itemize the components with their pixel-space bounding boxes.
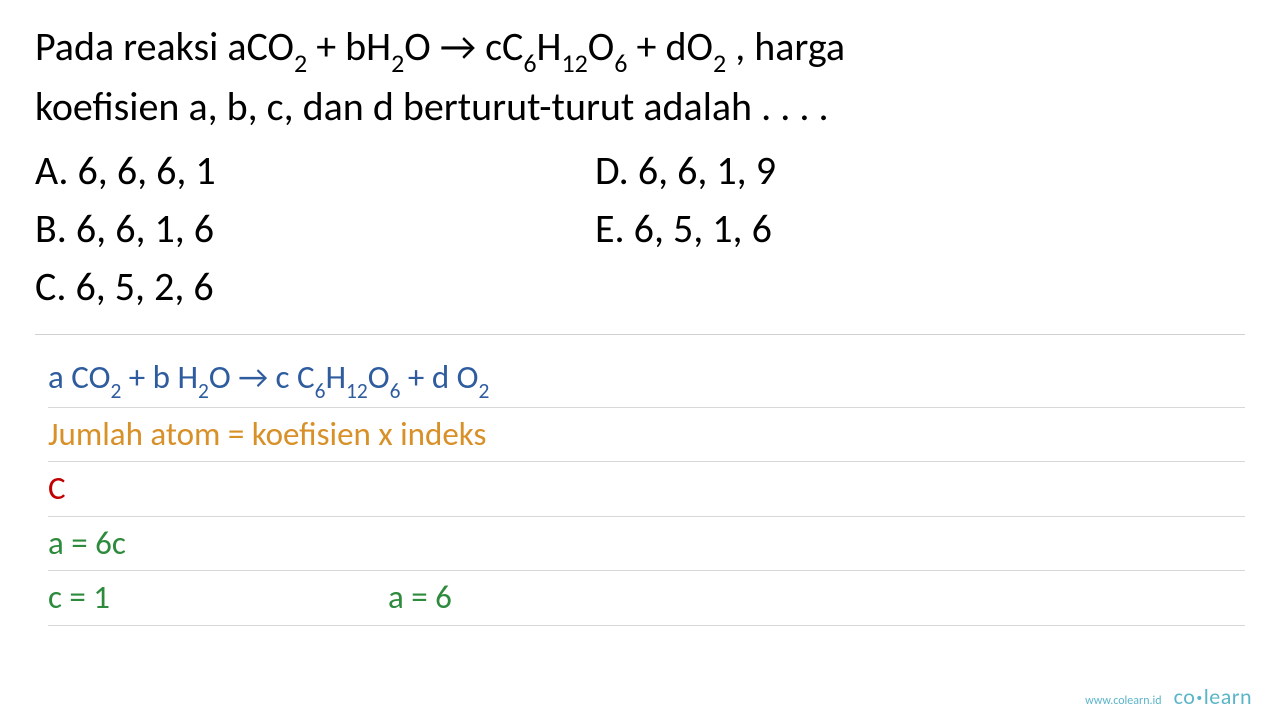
work-section: a CO2 + b H2O → c C6H12O6 + d O2 Jumlah … [0,335,1280,626]
sub-o6: 6 [614,47,627,79]
option-b: B. 6, 6, 1, 6 [35,200,595,258]
sub-h12: 12 [561,47,587,79]
eq-text: + d O [400,357,478,397]
q-text: H [537,22,562,71]
sub-h2: 2 [198,378,209,404]
options-left-col: A. 6, 6, 6, 1 B. 6, 6, 1, 6 C. 6, 5, 2, … [35,142,595,316]
sub-h2: 2 [391,47,404,79]
footer-logo: co·learn [1174,683,1252,710]
options-block: A. 6, 6, 6, 1 B. 6, 6, 1, 6 C. 6, 5, 2, … [35,142,1245,316]
question-block: Pada reaksi aCO2 + bH2O → cC6H12O6 + dO2… [0,0,1280,316]
work-step-1: a = 6c [48,517,1245,572]
sub-co2: 2 [294,47,307,79]
q-text: + dO [627,22,713,71]
eq-text: a CO [48,357,110,397]
question-line-1: Pada reaksi aCO2 + bH2O → cC6H12O6 + dO2… [35,20,1245,78]
option-d: D. 6, 6, 1, 9 [595,142,776,200]
option-e: E. 6, 5, 1, 6 [595,200,776,258]
work-step-2a: c = 1 [48,573,388,623]
q-text: + bH [307,22,391,71]
q-text: Pada reaksi aCO [35,22,294,71]
q-text: , harga [726,22,845,71]
logo-co: co [1174,683,1196,710]
work-element: C [48,462,1245,517]
eq-text: O → c C [209,357,315,397]
footer: www.colearn.id co·learn [1085,683,1252,710]
sub-h12: 12 [346,378,368,404]
option-a: A. 6, 6, 6, 1 [35,142,595,200]
work-step-2: c = 1 a = 6 [48,571,1245,626]
sub-o2: 2 [713,47,726,79]
work-rule: Jumlah atom = koefisien x indeks [48,408,1245,463]
eq-text: O [368,357,390,397]
q-text: O [588,22,614,71]
sub-co2: 2 [110,378,121,404]
logo-learn: learn [1204,683,1252,710]
footer-url: www.colearn.id [1085,694,1161,708]
sub-o6: 6 [390,378,401,404]
options-right-col: D. 6, 6, 1, 9 E. 6, 5, 1, 6 [595,142,776,316]
sub-o2: 2 [478,378,489,404]
work-equation: a CO2 + b H2O → c C6H12O6 + d O2 [48,351,1245,408]
q-text: O → cC [404,22,523,71]
eq-text: + b H [121,357,198,397]
logo-dot-icon: · [1196,683,1202,710]
eq-text: H [325,357,346,397]
question-line-2: koefisien a, b, c, dan d berturut-turut … [35,80,1245,134]
option-c: C. 6, 5, 2, 6 [35,258,595,316]
sub-c6: 6 [523,47,536,79]
work-step-2b: a = 6 [388,573,452,623]
sub-c6: 6 [315,378,326,404]
